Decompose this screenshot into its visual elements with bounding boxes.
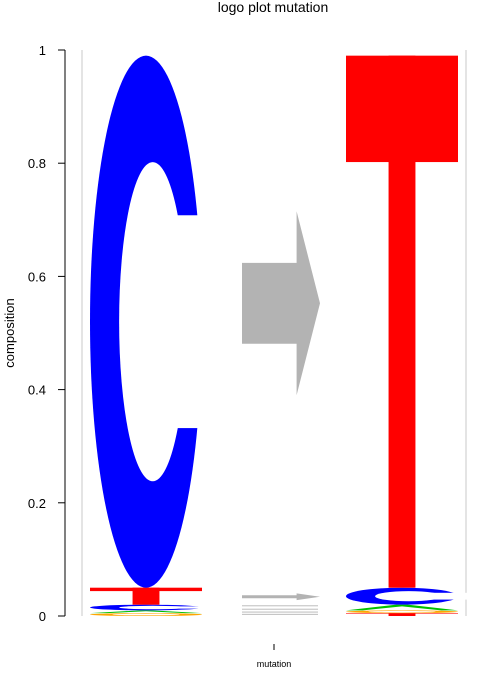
y-tick-label: 0.8 bbox=[28, 156, 46, 171]
y-tick-label: 0.2 bbox=[28, 496, 46, 511]
x-tick-label: mutation bbox=[257, 659, 292, 669]
letter-T bbox=[90, 587, 202, 605]
letter-C bbox=[90, 55, 216, 588]
letter-T-stem bbox=[388, 55, 416, 588]
letter-G bbox=[90, 613, 202, 617]
y-axis: 0 0.2 0.4 0.6 0.8 1 bbox=[28, 43, 66, 624]
letter-G bbox=[346, 610, 458, 614]
letter-G-inner bbox=[112, 613, 180, 616]
letter-T-stem bbox=[132, 587, 160, 605]
letter-T bbox=[346, 613, 458, 616]
logo-marks bbox=[90, 55, 472, 617]
y-tick-label: 1 bbox=[39, 43, 46, 58]
letter-C-opening bbox=[159, 215, 216, 429]
mutation-arrow bbox=[242, 211, 320, 396]
letter-C-opening bbox=[159, 606, 216, 609]
letter-T-stem bbox=[388, 613, 416, 616]
chart-title: logo plot mutation bbox=[218, 0, 329, 15]
mutation-arrow bbox=[242, 593, 320, 601]
y-tick-label: 0 bbox=[39, 609, 46, 624]
y-axis-label: composition bbox=[2, 298, 17, 367]
letter-C-opening bbox=[415, 592, 472, 600]
letter-T bbox=[346, 55, 458, 588]
letter-A bbox=[90, 610, 202, 614]
y-tick-label: 0.6 bbox=[28, 269, 46, 284]
letter-C bbox=[90, 604, 216, 611]
y-tick-label: 0.4 bbox=[28, 383, 46, 398]
letter-G-inner bbox=[368, 610, 436, 613]
letter-A bbox=[346, 604, 458, 611]
letter-C bbox=[346, 587, 472, 605]
